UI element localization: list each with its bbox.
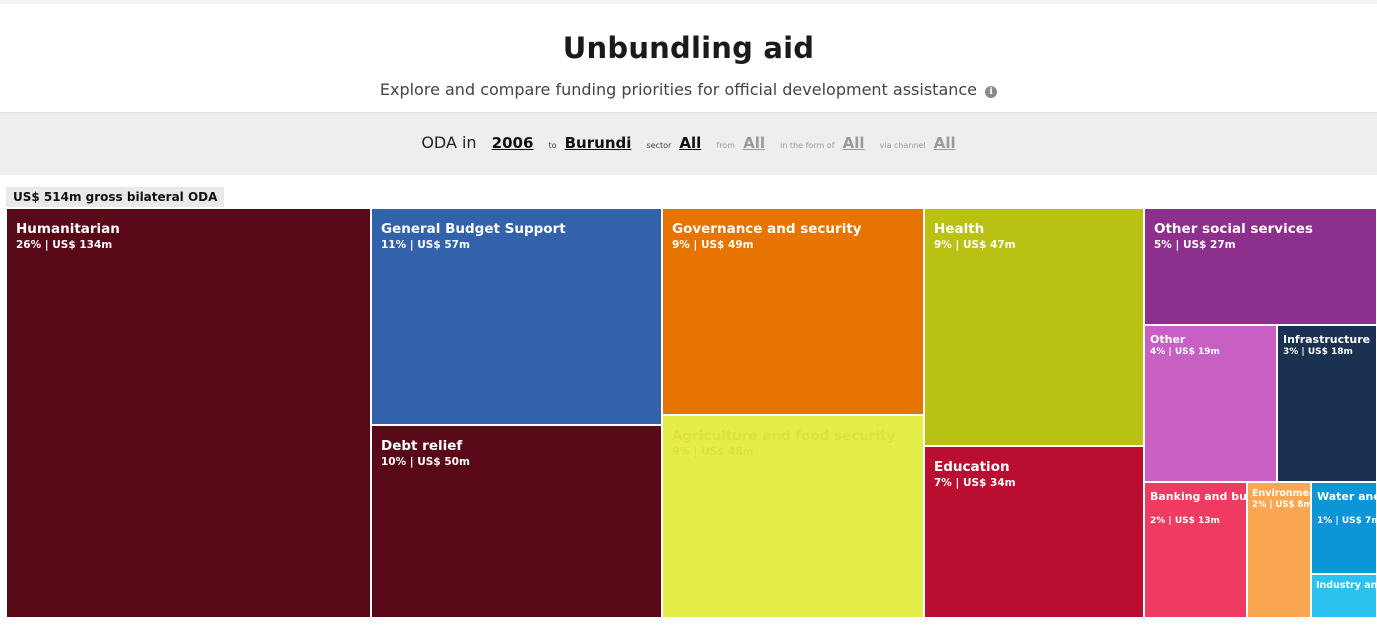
treemap-cell-name: Health: [934, 221, 985, 237]
to-label: to: [548, 141, 557, 150]
treemap-cell-water-and-sanitation[interactable]: Water and sanitation 1% | US$ 7m: [1311, 482, 1377, 574]
treemap-cell-name: Education: [934, 459, 1010, 475]
treemap-cell-name: Industry and t: [1316, 580, 1377, 591]
channel-label: via channel: [879, 141, 926, 150]
treemap-cell-other[interactable]: Other 4% | US$ 19m: [1144, 325, 1277, 482]
treemap-cell-value: 7% | US$ 34m: [934, 477, 1016, 489]
donor-selector[interactable]: All: [743, 134, 765, 152]
treemap-cell-environmen[interactable]: Environmen 2% | US$ 8m: [1247, 482, 1311, 618]
treemap-cell-general-budget-support[interactable]: General Budget Support 11% | US$ 57m: [371, 208, 662, 425]
treemap-cell-name: General Budget Support: [381, 221, 566, 237]
treemap-cell-name: Other: [1150, 333, 1186, 346]
treemap-cell-name: Banking and business: [1150, 490, 1247, 503]
channel-selector[interactable]: All: [933, 134, 956, 152]
treemap-cell-debt-relief[interactable]: Debt relief 10% | US$ 50m: [371, 425, 662, 618]
treemap-cell-humanitarian[interactable]: Humanitarian 26% | US$ 134m: [6, 208, 371, 618]
treemap-cell-agriculture-and-food-security[interactable]: Agriculture and food security 9% | US$ 48…: [662, 415, 924, 618]
info-icon[interactable]: i: [985, 86, 998, 98]
treemap-cell-value: 5% | US$ 27m: [1154, 239, 1236, 251]
year-selector[interactable]: 2006: [491, 134, 534, 152]
treemap-cell-value: 3% | US$ 18m: [1283, 347, 1353, 357]
treemap-cell-name: Other social services: [1154, 221, 1313, 237]
treemap-cell-value: 26% | US$ 134m: [16, 239, 113, 251]
treemap-cell-value: 9% | US$ 47m: [934, 239, 1016, 251]
page-subtitle: Explore and compare funding priorities f…: [0, 80, 1377, 99]
filter-row: ODA in 2006 to Burundi sector All from A…: [0, 133, 1377, 152]
treemap-cell-value: 1% | US$ 7m: [1317, 516, 1377, 526]
filter-lead: ODA in: [421, 133, 477, 152]
treemap-cell-value: 11% | US$ 57m: [381, 239, 470, 251]
treemap-cell-value: 10% | US$ 50m: [381, 456, 470, 468]
treemap-cell-name: Infrastructure: [1283, 333, 1371, 346]
treemap-cell-industry-and-t[interactable]: Industry and t: [1311, 574, 1377, 618]
treemap-cell-governance-and-security[interactable]: Governance and security 9% | US$ 49m: [662, 208, 924, 415]
treemap-cell-value: 2% | US$ 13m: [1150, 516, 1220, 526]
from-label: from: [716, 141, 735, 150]
treemap-cell-name: Debt relief: [381, 438, 463, 454]
treemap-cell-name: Humanitarian: [16, 221, 120, 237]
treemap-cell-name: Water and sanitation: [1317, 490, 1376, 503]
sector-selector[interactable]: All: [679, 134, 702, 152]
treemap-cell-name: Governance and security: [672, 221, 862, 237]
treemap-cell-value: 9% | US$ 49m: [672, 239, 754, 251]
form-selector[interactable]: All: [842, 134, 865, 152]
page-title: Unbundling aid: [562, 31, 815, 65]
filter-bar: ODA in 2006 to Burundi sector All from A…: [0, 112, 1377, 175]
treemap-cell-health[interactable]: Health 9% | US$ 47m: [924, 208, 1144, 446]
treemap-cell-value: 2% | US$ 8m: [1252, 500, 1311, 510]
treemap-cell-value: 4% | US$ 19m: [1150, 347, 1220, 357]
treemap-cell-banking-and-business[interactable]: Banking and business 2% | US$ 13m: [1144, 482, 1247, 618]
sector-label: sector: [646, 141, 672, 150]
treemap-cell-education[interactable]: Education 7% | US$ 34m: [924, 446, 1144, 618]
treemap-cell-name: Environmen: [1252, 488, 1311, 499]
treemap-cell-other-social-services[interactable]: Other social services 5% | US$ 27m: [1144, 208, 1377, 325]
form-label: in the form of: [780, 141, 835, 150]
treemap-cell-infrastructure[interactable]: Infrastructure 3% | US$ 18m: [1277, 325, 1377, 482]
treemap-cell-name: Agriculture and food security: [672, 428, 896, 444]
subtitle-text: Explore and compare funding priorities f…: [379, 80, 978, 99]
recipient-selector[interactable]: Burundi: [564, 134, 632, 152]
total-oda-label: US$ 514m gross bilateral ODA: [6, 187, 225, 207]
treemap-cell-value: 9% | US$ 48m: [672, 446, 754, 458]
top-strip: [0, 0, 1377, 4]
